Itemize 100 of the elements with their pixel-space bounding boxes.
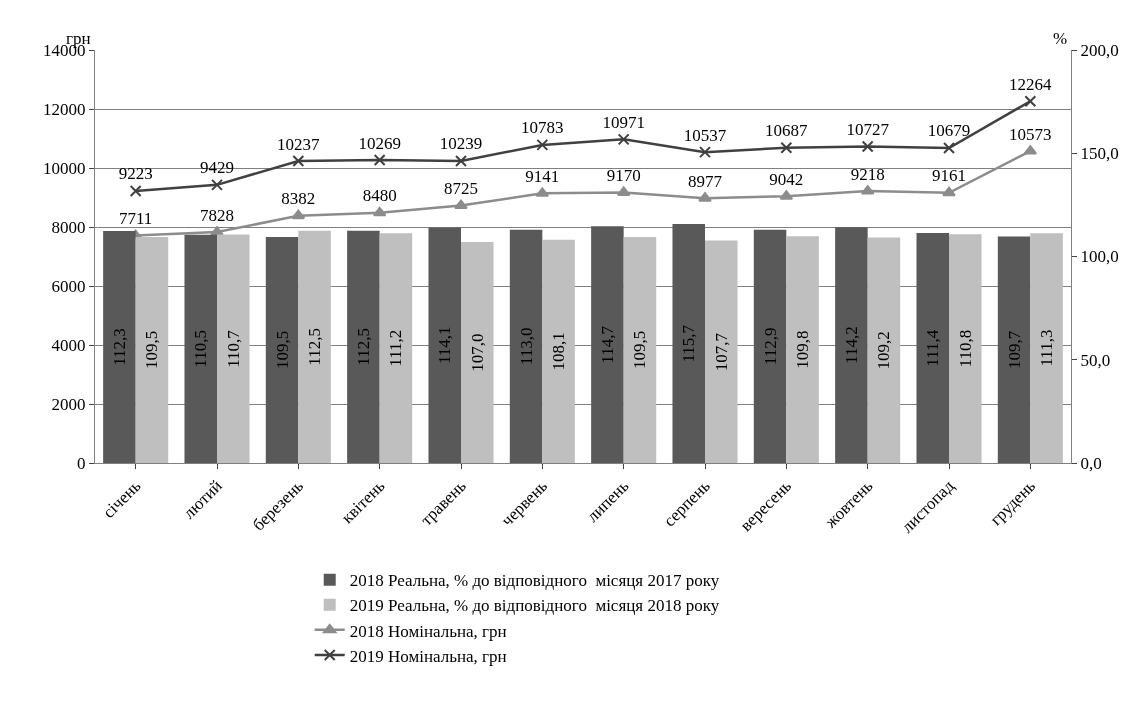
point: [455, 154, 467, 167]
data-label: 9042: [769, 169, 804, 189]
point: [211, 178, 223, 191]
data-label: 10679: [927, 121, 971, 141]
data-label: 109,2: [874, 331, 894, 370]
data-label: 112,3: [109, 328, 129, 366]
data-label: 111,2: [386, 329, 406, 367]
data-label: 112,5: [305, 328, 325, 366]
data-label: 108,1: [549, 332, 569, 371]
data-label: 115,7: [679, 324, 699, 363]
data-label: 7711: [118, 209, 153, 229]
data-label: 10971: [602, 112, 645, 132]
bar: [705, 240, 738, 463]
bar: [103, 231, 136, 463]
y2-tick-label: 200,0: [1080, 40, 1119, 60]
point: [536, 138, 549, 151]
data-label: 10573: [1009, 124, 1052, 144]
bar: [835, 227, 868, 463]
data-label: 9170: [606, 165, 641, 185]
y-tick-label: 12000: [43, 99, 86, 119]
point: [292, 155, 305, 168]
bar: [542, 239, 575, 463]
data-label: 109,5: [630, 330, 650, 370]
data-label: 10269: [358, 133, 401, 153]
data-label: 10537: [683, 125, 727, 145]
point: [698, 192, 712, 202]
bar: [298, 230, 331, 463]
data-label: 9218: [850, 164, 885, 184]
point: [942, 186, 956, 197]
y-tick-label: 10000: [43, 158, 86, 178]
data-label: 9141: [525, 166, 560, 186]
bar: [379, 233, 413, 463]
data-label: 109,8: [793, 330, 813, 369]
point: [861, 140, 874, 153]
bar: [997, 236, 1031, 463]
data-label: 110,5: [191, 330, 211, 368]
point: [1024, 95, 1037, 108]
y-tick-label: 6000: [51, 276, 86, 296]
point: [699, 146, 711, 159]
data-label: 114,2: [841, 326, 861, 364]
y-tick-label: 2000: [51, 394, 86, 414]
data-label: 8382: [281, 189, 316, 209]
y-tick-label: 0: [77, 453, 86, 473]
point: [780, 141, 793, 154]
y2-axis-title: %: [1053, 29, 1068, 48]
y2-tick-label: 150,0: [1080, 144, 1119, 164]
legend-label: 2019 Номінальна, грн: [349, 646, 507, 666]
data-label: 107,0: [467, 333, 487, 372]
point: [372, 206, 387, 217]
point: [373, 154, 386, 167]
data-label: 10687: [765, 121, 809, 141]
bar: [623, 236, 657, 463]
bar: [591, 226, 624, 463]
bar: [217, 234, 250, 463]
data-label: 110,8: [955, 329, 975, 368]
y-tick-label: 8000: [51, 217, 86, 237]
data-label: 109,5: [272, 330, 292, 370]
data-label: 12264: [1009, 74, 1053, 94]
point: [454, 199, 468, 210]
y2-tick-label: 0,0: [1080, 453, 1102, 473]
bar: [916, 232, 949, 463]
bar: [347, 230, 380, 463]
data-label: 114,1: [435, 326, 455, 364]
data-label: 10727: [846, 120, 890, 140]
data-label: 7828: [200, 205, 234, 225]
point: [129, 184, 142, 197]
data-label: 110,7: [223, 329, 243, 368]
data-label: 10237: [277, 134, 321, 154]
bar: [461, 242, 494, 463]
data-label: 114,7: [597, 325, 617, 364]
bar: [786, 236, 819, 463]
bar: [1030, 233, 1063, 463]
data-label: 111,3: [1037, 329, 1057, 367]
y-tick-label: 4000: [51, 335, 86, 355]
point: [617, 133, 630, 146]
bar: [265, 236, 299, 463]
bar: [949, 234, 982, 463]
bar: [672, 224, 705, 463]
data-label: 8480: [362, 186, 397, 206]
bar: [135, 236, 169, 463]
bar: [867, 237, 901, 463]
data-label: 109,5: [142, 330, 162, 370]
data-label: 10239: [439, 134, 483, 154]
data-label: 9161: [932, 166, 966, 186]
data-label: 112,5: [353, 328, 373, 366]
data-label: 9223: [118, 164, 153, 184]
bar: [753, 229, 787, 463]
data-label: 113,0: [516, 327, 536, 366]
legend-label: 2019 Реальна, % до відповідного місяця 2018 року: [349, 596, 720, 616]
data-label: 8725: [444, 179, 478, 199]
legend-label: 2018 Номінальна, грн: [349, 621, 507, 641]
data-label: 109,7: [1004, 330, 1024, 370]
bar: [428, 227, 461, 463]
data-label: 8977: [688, 171, 723, 191]
point: [291, 209, 306, 220]
legend-label: 2018 Реальна, % до відповідного місяця 2017 року: [349, 571, 720, 591]
y2-tick-label: 50,0: [1080, 350, 1111, 370]
data-label: 111,4: [923, 329, 943, 367]
bar: [184, 234, 217, 463]
data-label: 112,9: [760, 327, 780, 366]
